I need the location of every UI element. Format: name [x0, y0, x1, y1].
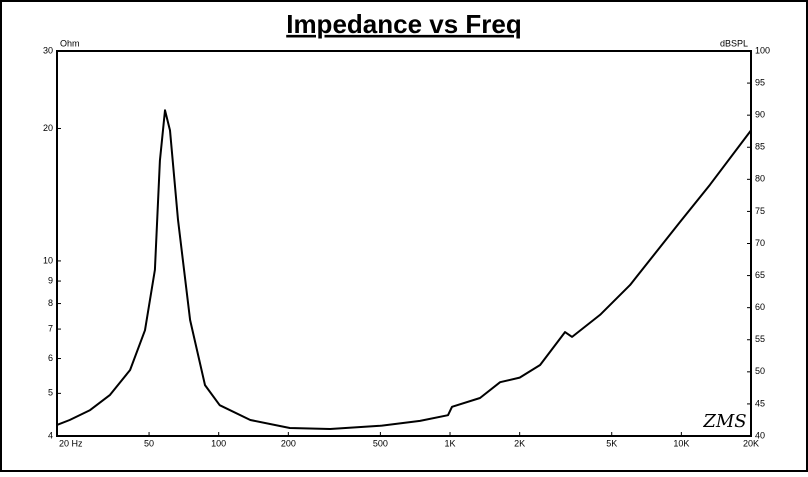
y2-tick-label: 65: [755, 270, 765, 280]
x-tick-label: 20 Hz: [59, 438, 83, 448]
y2-tick-label: 55: [755, 334, 765, 344]
impedance-line: [56, 109, 752, 430]
y2-tick-label: 90: [755, 110, 765, 120]
y2-tick-label: 75: [755, 206, 765, 216]
y2-tick-label: 60: [755, 302, 765, 312]
y2-tick-label: 100: [755, 45, 770, 55]
y2-tick-label: 50: [755, 366, 765, 376]
y-tick-label: 6: [48, 353, 53, 363]
y-tick-label: 7: [48, 323, 53, 333]
x-tick-label: 50: [144, 438, 154, 448]
logo: ZMS: [702, 411, 746, 432]
y-tick-label: 4: [48, 430, 53, 440]
x-tick-label: 20K: [743, 438, 759, 448]
x-tick-label: 500: [373, 438, 388, 448]
chart-title: Impedance vs Freq: [286, 9, 522, 39]
y-tick-label: 8: [48, 298, 53, 308]
y2-tick-label: 80: [755, 174, 765, 184]
x-tick-label: 10K: [673, 438, 689, 448]
y-tick-label: 9: [48, 275, 53, 285]
x-tick-label: 5K: [606, 438, 617, 448]
y2-tick-label: 40: [755, 430, 765, 440]
y-axis-label: Ohm: [60, 38, 80, 48]
y2-tick-label: 70: [755, 238, 765, 248]
x-tick-label: 200: [281, 438, 296, 448]
y-tick-label: 10: [43, 255, 53, 265]
y2-axis-label: dBSPL: [720, 38, 748, 48]
y2-tick-label: 95: [755, 77, 765, 87]
y2-tick-label: 45: [755, 398, 765, 408]
x-tick-label: 2K: [514, 438, 525, 448]
y2-tick-label: 85: [755, 142, 765, 152]
x-tick-label: 100: [211, 438, 226, 448]
y-tick-label: 5: [48, 388, 53, 398]
y-tick-label: 20: [43, 123, 53, 133]
y-tick-label: 30: [43, 45, 53, 55]
x-tick-label: 1K: [445, 438, 456, 448]
